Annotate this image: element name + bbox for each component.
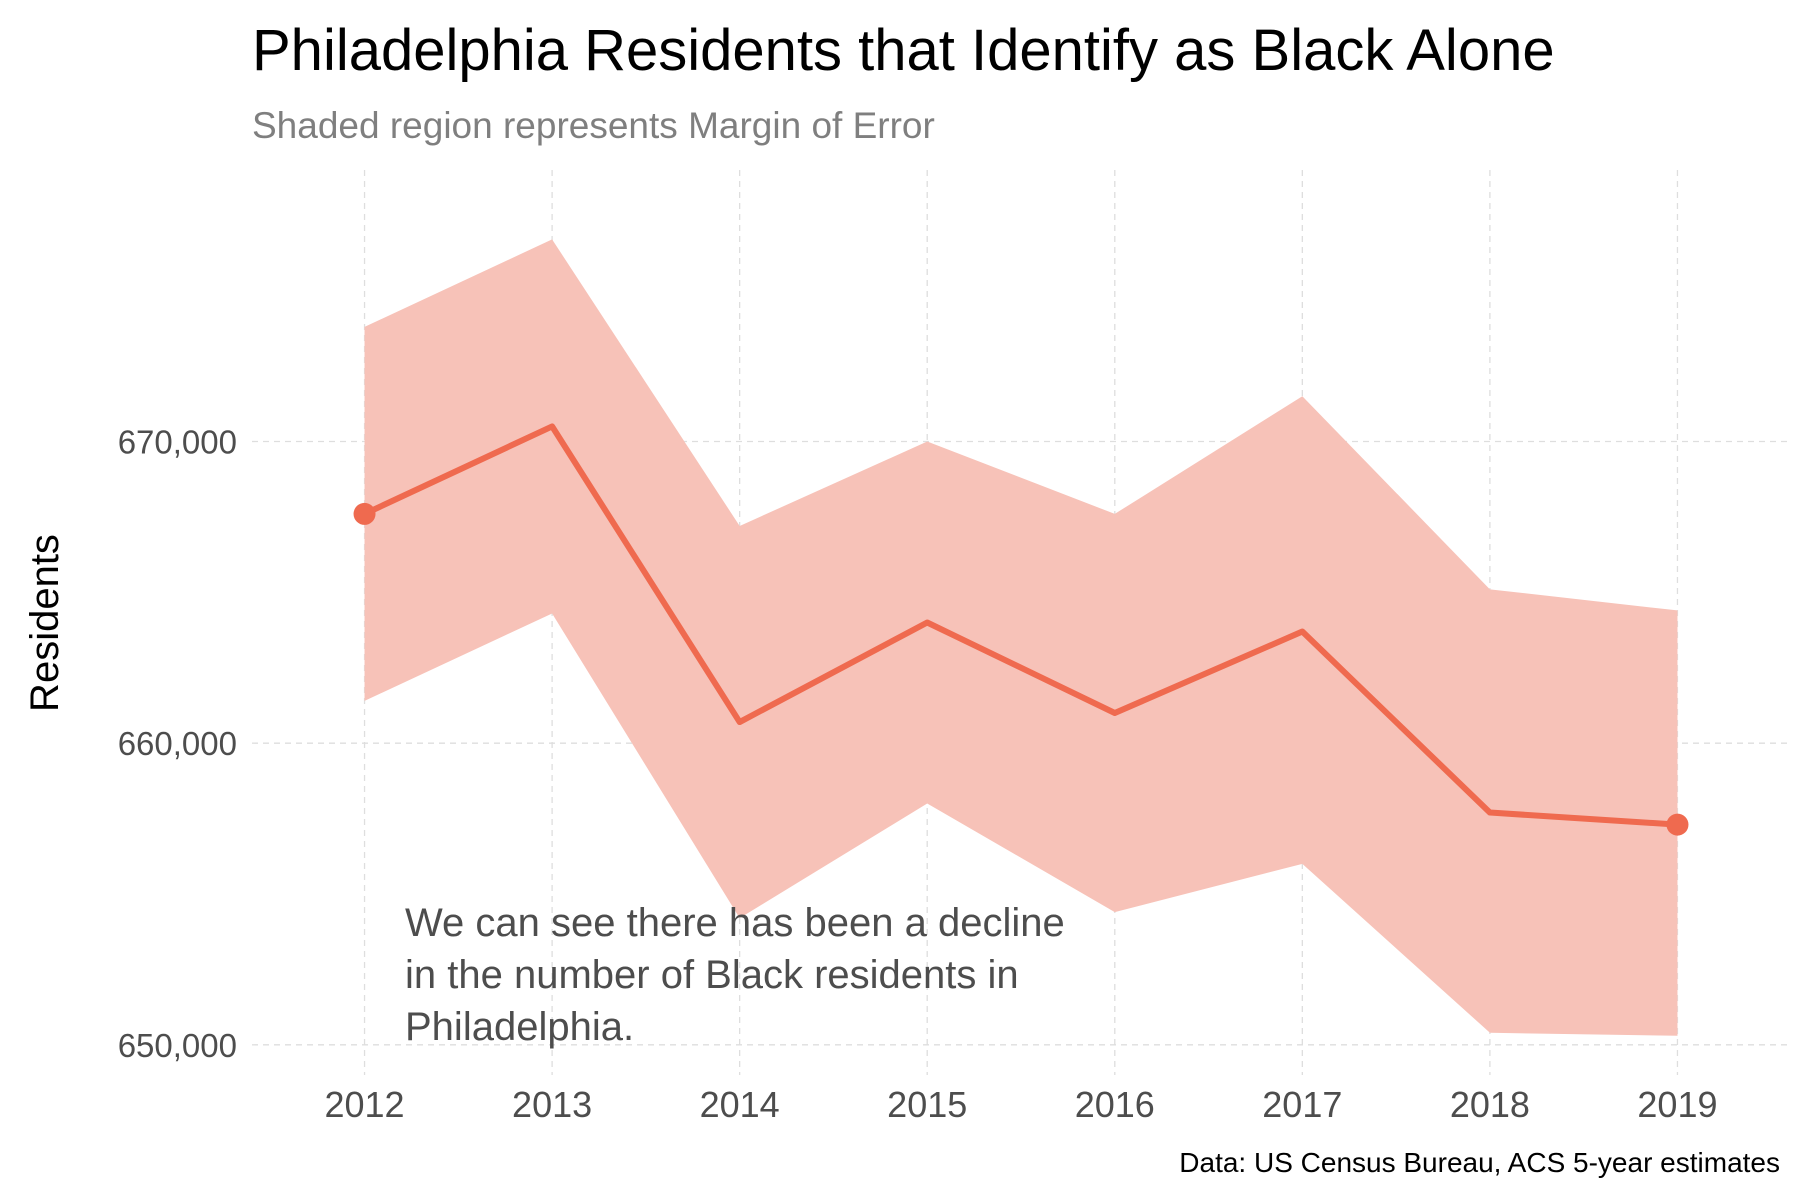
x-axis-ticks: 2012 2013 2014 2015 2016 2017 2018 2019 — [324, 1084, 1717, 1125]
x-tick-label: 2015 — [887, 1084, 967, 1125]
x-tick-label: 2012 — [324, 1084, 404, 1125]
margin-of-error-area — [364, 239, 1678, 1036]
annotation-line: We can see there has been a decline — [405, 901, 1065, 945]
x-tick-label: 2017 — [1262, 1084, 1342, 1125]
y-tick-label: 670,000 — [118, 424, 237, 461]
endpoint-marker — [1666, 813, 1689, 836]
chart-title: Philadelphia Residents that Identify as … — [252, 18, 1555, 83]
annotation-text: We can see there has been a decline in th… — [405, 901, 1065, 1049]
x-tick-label: 2014 — [700, 1084, 780, 1125]
annotation-line: Philadelphia. — [405, 1005, 634, 1049]
x-tick-label: 2013 — [512, 1084, 592, 1125]
x-tick-label: 2019 — [1637, 1084, 1717, 1125]
y-axis-label: Residents — [23, 534, 67, 712]
endpoint-marker — [353, 502, 376, 525]
data-source-caption: Data: US Census Bureau, ACS 5-year estim… — [1179, 1147, 1780, 1178]
x-tick-label: 2016 — [1075, 1084, 1155, 1125]
y-axis-ticks: 650,000 660,000 670,000 — [118, 424, 237, 1064]
series-line-layer — [353, 423, 1689, 836]
series-line — [361, 423, 1681, 828]
annotation-line: in the number of Black residents in — [405, 953, 1019, 997]
y-tick-label: 660,000 — [118, 725, 237, 762]
chart-subtitle: Shaded region represents Margin of Error — [252, 105, 935, 146]
margin-of-error-band — [364, 239, 1678, 1036]
x-tick-label: 2018 — [1450, 1084, 1530, 1125]
y-tick-label: 650,000 — [118, 1027, 237, 1064]
